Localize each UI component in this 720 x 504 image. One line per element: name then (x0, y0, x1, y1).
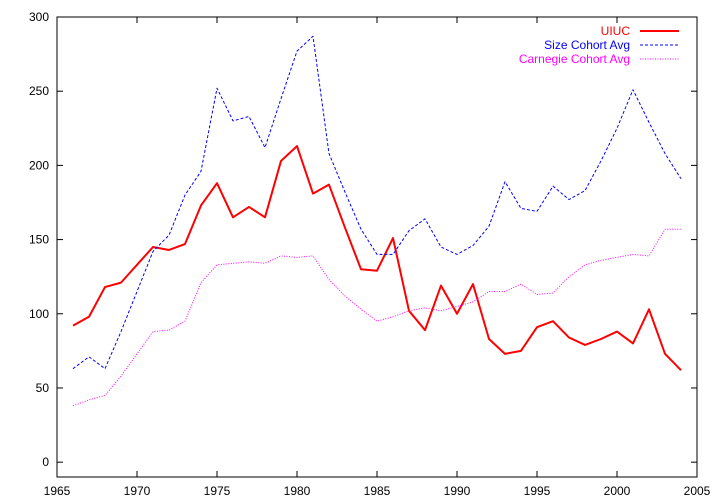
y-tick-label: 0 (42, 455, 49, 469)
x-tick-label: 1975 (204, 484, 231, 498)
legend-label-size-cohort-avg: Size Cohort Avg (544, 38, 630, 52)
y-tick-label: 100 (29, 307, 49, 321)
series-lines (72, 35, 682, 407)
x-tick-label: 1970 (124, 484, 151, 498)
series-line-carnegie-cohort-avg (72, 228, 681, 407)
series-line-uiuc (72, 145, 682, 371)
y-axis-ticks: 0 50 100 150 200 250 300 (29, 10, 697, 469)
legend-label-carnegie-cohort-avg: Carnegie Cohort Avg (519, 52, 630, 66)
x-tick-label: 1990 (444, 484, 471, 498)
y-tick-label: 150 (29, 233, 49, 247)
y-tick-label: 50 (36, 381, 50, 395)
x-tick-label: 1965 (44, 484, 71, 498)
x-tick-label: 2000 (604, 484, 631, 498)
series-line-size-cohort-avg (72, 35, 682, 370)
x-tick-label: 2005 (684, 484, 711, 498)
y-tick-label: 250 (29, 84, 49, 98)
x-axis-ticks: 1965 1970 1975 1980 1985 1990 1995 2000 2005 (44, 17, 711, 498)
legend-label-uiuc: UIUC (601, 24, 631, 38)
x-tick-label: 1995 (524, 484, 551, 498)
x-tick-label: 1985 (364, 484, 391, 498)
y-tick-label: 200 (29, 158, 49, 172)
y-tick-label: 300 (29, 10, 49, 24)
x-tick-label: 1980 (284, 484, 311, 498)
